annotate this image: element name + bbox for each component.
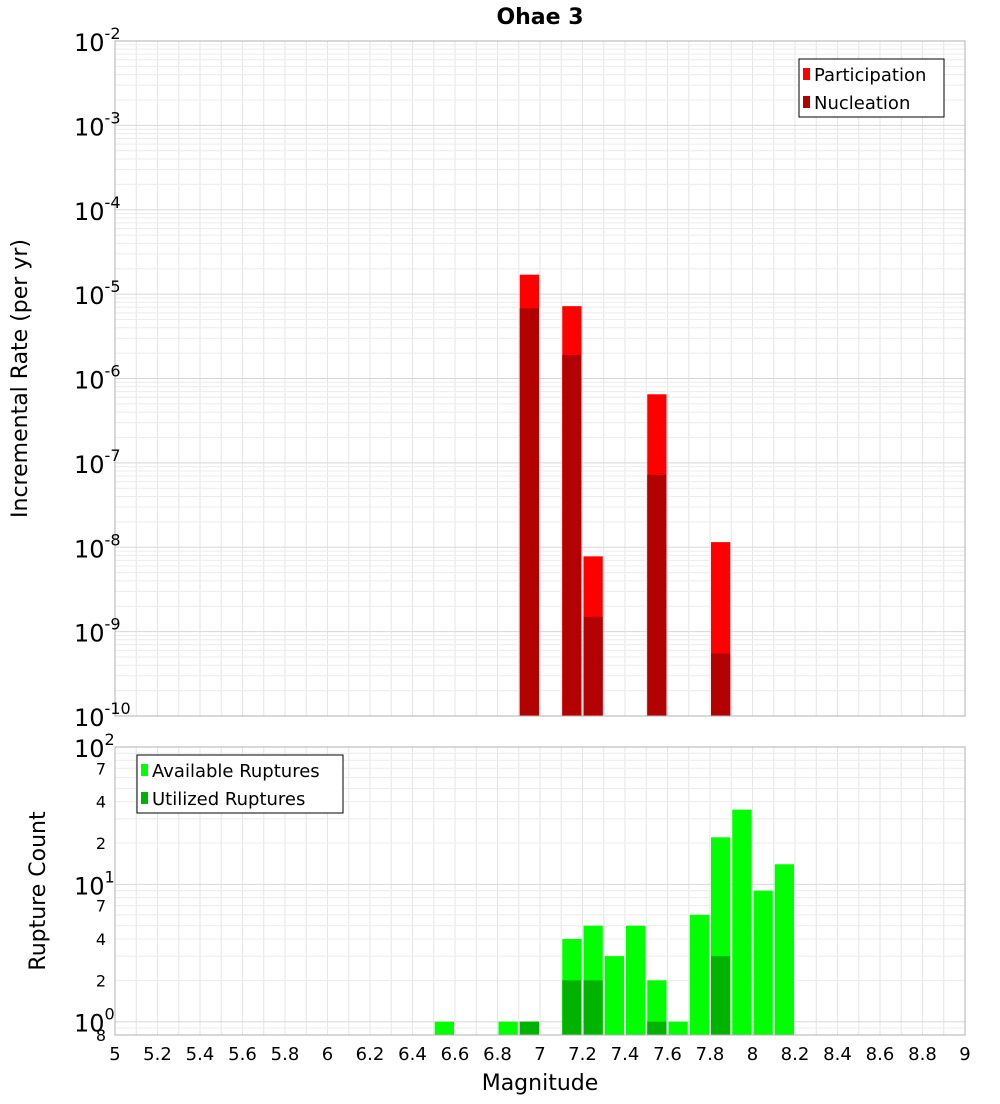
x-tick-label: 9 bbox=[959, 1044, 970, 1065]
bar-nucleation bbox=[519, 308, 539, 716]
y-tick-label: 10-4 bbox=[74, 193, 121, 226]
x-tick-label: 7 bbox=[534, 1044, 545, 1065]
x-tick-label: 5.8 bbox=[271, 1044, 300, 1065]
bar-available-ruptures bbox=[647, 980, 667, 1035]
y-tick-label: 7 bbox=[96, 897, 106, 916]
legend: Participation Nucleation bbox=[798, 58, 945, 118]
bar-nucleation bbox=[647, 474, 667, 716]
y-tick-label: 2 bbox=[96, 971, 106, 990]
x-tick-label: 6.8 bbox=[483, 1044, 512, 1065]
x-tick-label: 6 bbox=[322, 1044, 333, 1065]
y-tick-label: 10-6 bbox=[74, 362, 121, 395]
panel-1: 10-10 10-9 10-8 10-7 10-6 10-5 10-4 10-3 10-2 Inc… bbox=[8, 24, 966, 732]
legend-swatch bbox=[803, 96, 810, 108]
bar-utilized-ruptures bbox=[562, 980, 582, 1035]
y-tick-label: 102 bbox=[74, 730, 115, 763]
x-tick-label: 5.2 bbox=[143, 1044, 172, 1065]
legend-label: Participation bbox=[814, 65, 926, 86]
legend-label: Available Ruptures bbox=[152, 761, 320, 782]
x-tick-label: 8.6 bbox=[866, 1044, 895, 1065]
plot-frame bbox=[114, 746, 966, 1036]
legend-box bbox=[798, 58, 945, 118]
x-tick-label: 8.4 bbox=[823, 1044, 852, 1065]
legend-swatch bbox=[141, 792, 148, 804]
bar-available-ruptures bbox=[604, 956, 624, 1035]
y-axis-label: Incremental Rate (per yr) bbox=[8, 239, 33, 518]
x-axis: 5 5.2 5.4 5.6 5.8 6 6.2 6.4 6.6 6.8 7 7.2 7.4 7.6 7.8 8… bbox=[109, 1044, 970, 1065]
x-tick-label: 8.8 bbox=[908, 1044, 937, 1065]
y-tick-label: 2 bbox=[96, 834, 106, 853]
bar-nucleation bbox=[562, 354, 582, 716]
bar-utilized-ruptures bbox=[711, 956, 731, 1035]
bar-available-ruptures bbox=[668, 1021, 688, 1035]
y-tick-label: 7 bbox=[96, 759, 106, 778]
chart-title: Ohae 3 bbox=[496, 5, 583, 30]
bar-available-ruptures bbox=[753, 890, 773, 1035]
bar-available-ruptures bbox=[434, 1021, 454, 1035]
legend-label: Utilized Ruptures bbox=[152, 789, 305, 810]
bar-available-ruptures bbox=[498, 1021, 518, 1035]
y-tick-label: 10-9 bbox=[74, 615, 121, 648]
bar-nucleation bbox=[711, 653, 731, 716]
legend-swatch bbox=[141, 764, 148, 776]
bar-utilized-ruptures bbox=[519, 1021, 539, 1035]
x-tick-label: 7.8 bbox=[696, 1044, 725, 1065]
bar-nucleation bbox=[583, 616, 603, 716]
x-tick-label: 7.4 bbox=[611, 1044, 640, 1065]
bar-available-ruptures bbox=[732, 809, 752, 1035]
y-tick-label: 8 bbox=[96, 1026, 106, 1045]
x-tick-label: 7.2 bbox=[568, 1044, 597, 1065]
legend-swatch bbox=[803, 68, 810, 80]
y-tick-label: 101 bbox=[74, 867, 115, 900]
y-tick-label: 10-3 bbox=[74, 108, 121, 141]
bar-available-ruptures bbox=[689, 914, 709, 1035]
x-tick-label: 6.4 bbox=[398, 1044, 427, 1065]
x-tick-label: 5 bbox=[109, 1044, 120, 1065]
y-tick-label: 10-5 bbox=[74, 277, 121, 310]
bar-available-ruptures bbox=[626, 925, 646, 1035]
bar-available-ruptures bbox=[774, 864, 794, 1035]
x-tick-label: 7.6 bbox=[653, 1044, 682, 1065]
x-tick-label: 5.4 bbox=[186, 1044, 215, 1065]
x-tick-label: 6.2 bbox=[356, 1044, 385, 1065]
x-axis-label: Magnitude bbox=[482, 1071, 599, 1096]
bar-utilized-ruptures bbox=[583, 980, 603, 1035]
x-tick-label: 6.6 bbox=[441, 1044, 470, 1065]
y-tick-label: 10-7 bbox=[74, 446, 121, 479]
y-tick-label: 10-8 bbox=[74, 530, 121, 563]
legend: Available Ruptures Utilized Ruptures bbox=[136, 754, 344, 814]
x-tick-label: 8.2 bbox=[781, 1044, 810, 1065]
legend-label: Nucleation bbox=[814, 93, 910, 114]
y-tick-label: 4 bbox=[96, 793, 106, 812]
bar-utilized-ruptures bbox=[647, 1021, 667, 1035]
y-tick-label: 4 bbox=[96, 930, 106, 949]
legend-box bbox=[136, 754, 344, 814]
y-tick-label: 10-2 bbox=[74, 24, 121, 57]
x-tick-label: 8 bbox=[747, 1044, 758, 1065]
y-tick-label: 100 bbox=[74, 1005, 115, 1038]
plot-frame bbox=[114, 40, 966, 717]
y-axis-label: Rupture Count bbox=[26, 811, 51, 971]
y-tick-label: 10-10 bbox=[74, 699, 131, 732]
x-tick-label: 5.6 bbox=[228, 1044, 257, 1065]
